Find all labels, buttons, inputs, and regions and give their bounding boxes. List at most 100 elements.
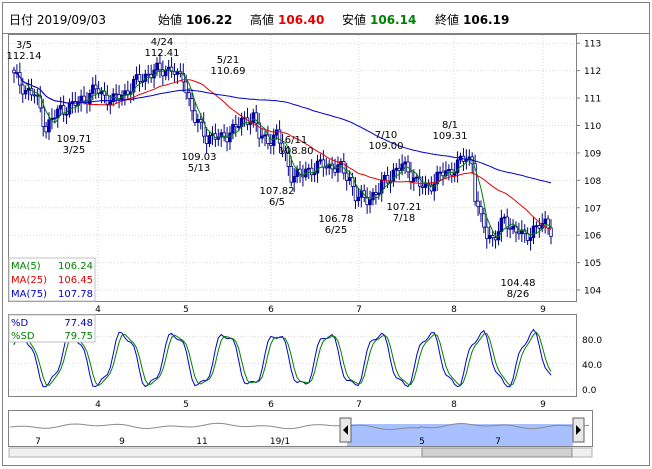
candle-body (12, 69, 16, 74)
x2-label-7: 7 (356, 400, 362, 410)
navigator-left-handle[interactable] (339, 417, 352, 443)
candle-body (543, 218, 547, 224)
candle-body (537, 225, 542, 229)
stochastic-legend: %D 77.48 %SD 79.75 (8, 314, 96, 343)
candle-body (324, 166, 328, 169)
low-value: 106.14 (370, 13, 416, 27)
candle-body (260, 135, 264, 139)
annotation-price: 108.80 (279, 146, 314, 157)
scrollbar-thumb[interactable] (421, 447, 573, 458)
stochastic-y-axis: 80.0 40.0 0.0 (582, 336, 602, 396)
range-navigator[interactable]: 7 9 11 19/1 5 7 (8, 410, 593, 458)
candle-body (549, 227, 553, 237)
navigator-right-handle[interactable] (572, 417, 585, 443)
candle-body (56, 108, 60, 119)
x-label-8: 8 (451, 305, 457, 315)
annotation-date: 3/25 (63, 145, 85, 156)
stoch-d-legend-name: %D (11, 318, 29, 329)
candle-body (309, 167, 314, 176)
annotation-price: 109.03 (182, 152, 217, 163)
candle-body (347, 177, 352, 181)
candle-body (292, 176, 296, 183)
x-label-7: 7 (356, 305, 362, 315)
open-value: 106.22 (186, 13, 232, 27)
ma75-legend-value: 107.78 (58, 289, 93, 300)
nav-label-7b: 7 (495, 437, 501, 447)
candle-body (237, 126, 241, 128)
candle-body (134, 74, 139, 80)
stoch-legend-box (8, 314, 96, 343)
candle-body (377, 192, 381, 195)
high-value: 106.40 (278, 13, 324, 27)
candle-body (26, 88, 31, 91)
price-tick-label: 109 (584, 149, 601, 159)
candle-body (546, 218, 550, 229)
navigator-history-line (9, 422, 590, 430)
ma75-line (13, 72, 552, 184)
open-label: 始値 (158, 12, 182, 27)
moving-average-lines (13, 68, 552, 238)
low-label: 安値 (342, 12, 366, 27)
candle-body (473, 163, 477, 202)
candle-body (64, 113, 69, 116)
candle-body (207, 135, 212, 144)
candle-body (505, 216, 509, 229)
x2-label-8: 8 (451, 400, 457, 410)
navigator-selection[interactable] (347, 424, 573, 446)
annotation-price: 104.48 (501, 278, 536, 289)
annotation-date: 8/26 (507, 289, 529, 300)
candle-body (277, 129, 282, 144)
ma5-line (13, 68, 552, 238)
candle-body (234, 124, 238, 128)
date-label: 日付 2019/09/03 (9, 13, 106, 27)
price-tick-label: 111 (584, 95, 601, 105)
candle-body (371, 192, 375, 201)
navigator-scrollbar[interactable] (8, 447, 593, 458)
ma25-legend-name: MA(25) (11, 275, 47, 286)
annotation-date: 7/10 (375, 130, 397, 141)
annotation-price: 110.69 (211, 66, 246, 77)
price-x-axis: 4 5 6 7 8 9 (95, 305, 546, 315)
candle-body (44, 125, 48, 133)
candle-body (356, 196, 361, 202)
annotation-price: 112.14 (7, 51, 42, 62)
candle-body (254, 112, 258, 124)
annotation-price: 112.41 (145, 48, 180, 59)
candle-body (534, 225, 539, 228)
candle-body (283, 150, 288, 154)
stoch-sd-legend-value: 79.75 (64, 331, 93, 342)
candle-body (32, 94, 37, 97)
high-label: 高値 (250, 12, 274, 27)
nav-label-7: 7 (35, 437, 41, 447)
stoch-d-line (13, 328, 552, 388)
stoch-y-40: 40.0 (582, 361, 602, 371)
annotation-price: 109.31 (433, 131, 468, 142)
candle-body (23, 89, 28, 95)
candle-body (91, 84, 95, 94)
candle-body (190, 98, 194, 112)
ma25-line (13, 72, 552, 230)
candle-body (79, 95, 83, 103)
candle-body (517, 231, 521, 235)
candle-body (417, 176, 422, 187)
price-tick-label: 105 (584, 259, 601, 269)
ma75-legend-name: MA(75) (11, 289, 47, 300)
candle-body (488, 235, 492, 239)
candle-body (455, 159, 460, 174)
price-tick-label: 108 (584, 177, 601, 187)
candle-body (47, 119, 51, 133)
candle-body (164, 69, 168, 77)
annotation-date: 7/18 (393, 213, 415, 224)
candle-body (193, 110, 197, 123)
candle-body (21, 84, 25, 95)
candle-body (432, 183, 436, 192)
candle-body (493, 237, 498, 241)
candle-body (447, 168, 451, 172)
price-tick-label: 106 (584, 232, 601, 242)
nav-label-19-1: 19/1 (270, 437, 290, 447)
candle-body (108, 101, 113, 105)
candle-body (482, 213, 486, 228)
x-label-4: 4 (95, 305, 101, 315)
candle-body (511, 225, 515, 230)
